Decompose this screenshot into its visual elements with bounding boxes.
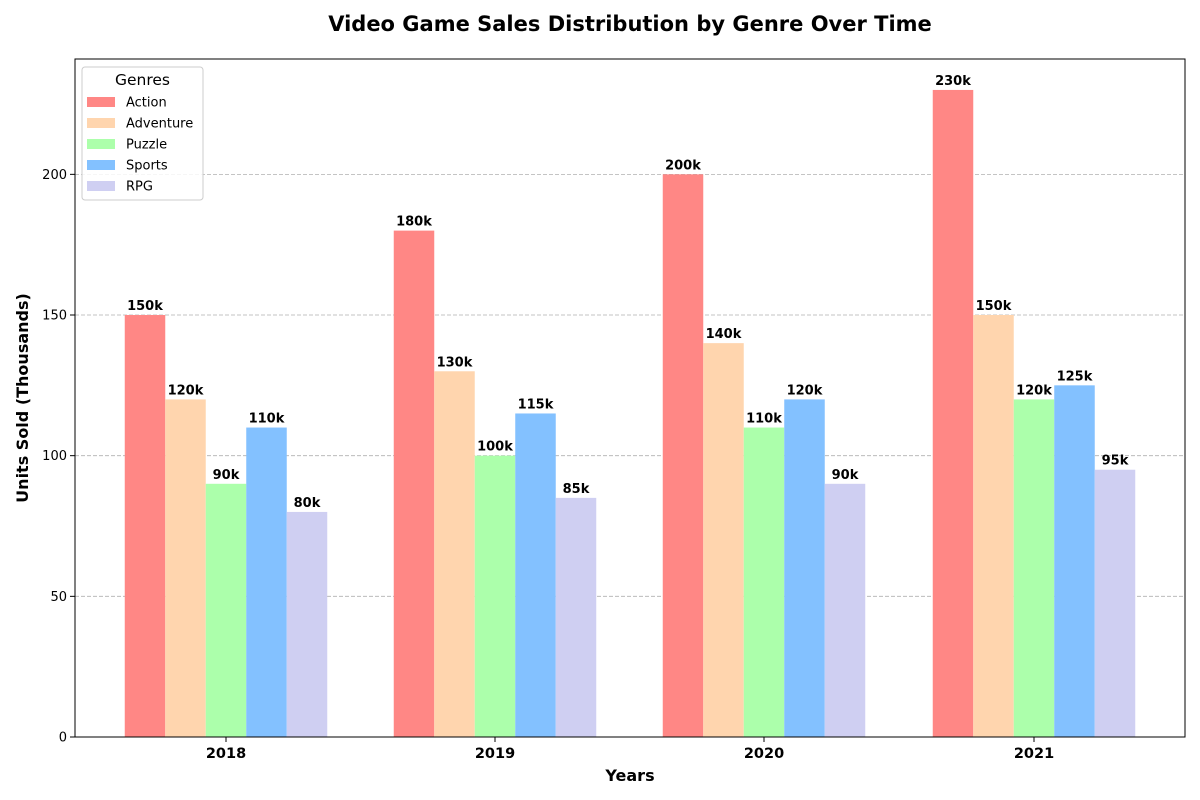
bar-sports-2021 [1054, 385, 1095, 737]
bar-sports-2018 [246, 427, 287, 737]
x-axis-title: Years [604, 766, 654, 785]
x-axis: 2018 2019 2020 2021 [206, 737, 1054, 762]
data-label: 110k [746, 412, 782, 427]
bar-puzzle-2020 [743, 427, 785, 737]
x-tick-label: 2018 [206, 746, 246, 762]
bar-adventure-2020 [703, 343, 744, 737]
data-label: 140k [706, 327, 742, 342]
bar-adventure-2018 [165, 399, 206, 737]
x-tick-label: 2020 [744, 746, 784, 762]
data-label: 200k [665, 158, 701, 173]
y-axis-title: Units Sold (Thousands) [13, 293, 32, 503]
data-label: 150k [976, 299, 1012, 314]
bar-adventure-2019 [434, 371, 475, 737]
y-tick-label: 150 [42, 309, 67, 324]
legend-label-puzzle: Puzzle [126, 138, 167, 153]
data-label: 85k [563, 482, 590, 497]
bar-sports-2020 [784, 399, 825, 737]
legend-swatch-puzzle [87, 139, 115, 149]
data-label: 90k [832, 468, 859, 483]
data-label: 100k [477, 440, 513, 455]
data-label: 150k [127, 299, 163, 314]
bar-rpg-2019 [555, 497, 597, 737]
data-label: 95k [1102, 454, 1129, 469]
data-label: 125k [1057, 369, 1093, 384]
bars [124, 89, 1136, 738]
bar-rpg-2021 [1094, 469, 1136, 737]
y-tick-label: 0 [59, 731, 67, 746]
data-label: 130k [437, 355, 473, 370]
bar-sports-2019 [515, 413, 556, 737]
y-tick-label: 100 [42, 449, 67, 464]
y-tick-label: 50 [50, 590, 67, 605]
data-labels: 150k 180k 200k 230k 120k 130k 140k 150k 90k 100k 1… [127, 74, 1129, 511]
x-tick-label: 2019 [475, 746, 515, 762]
data-label: 120k [1016, 383, 1052, 398]
bar-puzzle-2018 [205, 483, 247, 737]
chart-title: Video Game Sales Distribution by Genre O… [328, 12, 932, 36]
legend-label-sports: Sports [126, 159, 168, 174]
legend-swatch-action [87, 97, 115, 107]
bar-action-2020 [662, 174, 704, 738]
bar-rpg-2018 [286, 511, 328, 737]
data-label: 120k [168, 383, 204, 398]
legend-title: Genres [115, 71, 170, 89]
legend-swatch-sports [87, 160, 115, 170]
legend-label-rpg: RPG [126, 180, 153, 195]
legend-swatch-rpg [87, 181, 115, 191]
plot-frame [74, 58, 1186, 738]
data-label: 115k [518, 397, 554, 412]
bar-puzzle-2019 [474, 455, 516, 737]
bar-action-2018 [124, 315, 166, 737]
data-label: 80k [294, 496, 321, 511]
x-tick-label: 2021 [1014, 746, 1054, 762]
bar-rpg-2020 [824, 483, 866, 737]
data-label: 90k [213, 468, 240, 483]
bar-adventure-2021 [973, 315, 1014, 737]
y-axis: 0 50 100 150 200 [42, 168, 75, 746]
data-label: 230k [935, 74, 971, 89]
data-label: 120k [787, 383, 823, 398]
y-tick-label: 200 [42, 168, 67, 183]
data-label: 110k [249, 412, 285, 427]
legend-label-adventure: Adventure [126, 117, 193, 132]
bar-puzzle-2021 [1013, 399, 1055, 737]
legend-label-action: Action [126, 96, 167, 111]
legend: Genres Action Adventure Puzzle Sports RPG [81, 66, 204, 201]
legend-swatch-adventure [87, 118, 115, 128]
bar-action-2021 [932, 89, 974, 738]
data-label: 180k [396, 215, 432, 230]
bar-action-2019 [393, 230, 435, 737]
